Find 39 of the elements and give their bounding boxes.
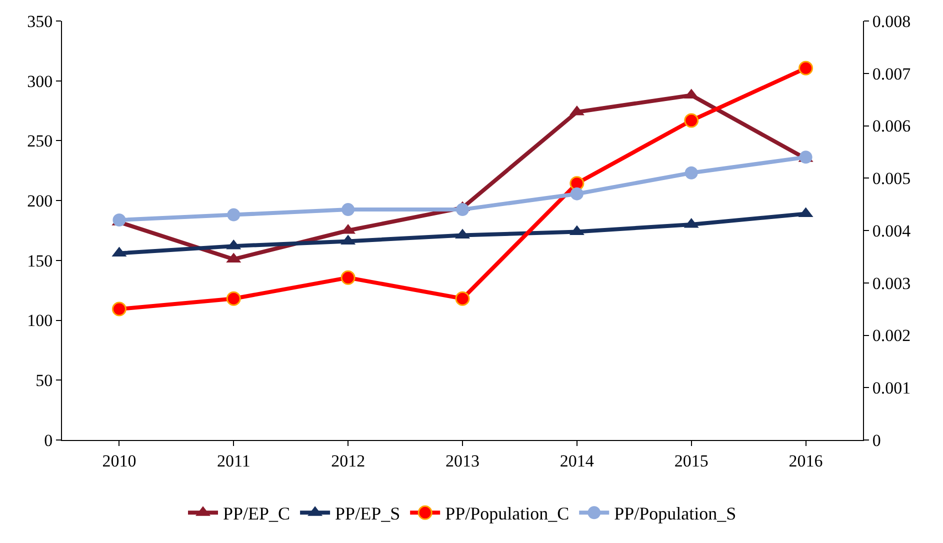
point: [112, 302, 126, 316]
y-tick-label: 100: [27, 311, 53, 330]
point: [342, 203, 355, 216]
legend-label: PP/Population_C: [445, 504, 570, 524]
point: [227, 208, 240, 222]
y-tick-label: 250: [27, 132, 53, 151]
y2-tick-label: 0.003: [872, 274, 911, 293]
y2-tick-label: 0.004: [872, 221, 912, 240]
y-tick-label: 300: [27, 72, 53, 91]
x-tick-label: 2011: [216, 451, 250, 470]
x-tick-label: 2015: [674, 451, 708, 470]
point: [456, 203, 469, 216]
y-tick-label: 0: [44, 430, 53, 450]
y2-tick-label: 0.005: [872, 169, 911, 188]
point: [684, 166, 698, 180]
legend-label: PP/EP_C: [223, 504, 290, 524]
point: [798, 60, 814, 76]
y2-tick-label: 0.008: [872, 12, 911, 31]
y2-tick-label: 0.007: [872, 64, 912, 84]
x-tick-label: 2012: [331, 451, 366, 470]
y-tick-label: 150: [27, 251, 53, 270]
y2-tick-label: 0.001: [872, 378, 911, 398]
point: [455, 291, 470, 306]
y2-tick-label: 0.006: [872, 116, 911, 136]
y-tick-label: 50: [36, 371, 53, 390]
y2-tick-label: 0.002: [872, 326, 911, 346]
y2-tick-label: 0: [872, 430, 881, 450]
x-tick-label: 2010: [102, 451, 136, 470]
x-tick-label: 2014: [560, 451, 594, 470]
x-tick-label: 2016: [788, 451, 823, 470]
point: [684, 113, 699, 128]
point: [226, 291, 241, 306]
point: [340, 270, 356, 285]
y-tick-label: 200: [27, 192, 53, 211]
x-tick-label: 2013: [446, 451, 480, 470]
legend-label: PP/Population_S: [614, 504, 736, 524]
legend-label: PP/EP_S: [335, 504, 400, 524]
point: [570, 187, 584, 200]
y-tick-label: 350: [27, 12, 53, 31]
